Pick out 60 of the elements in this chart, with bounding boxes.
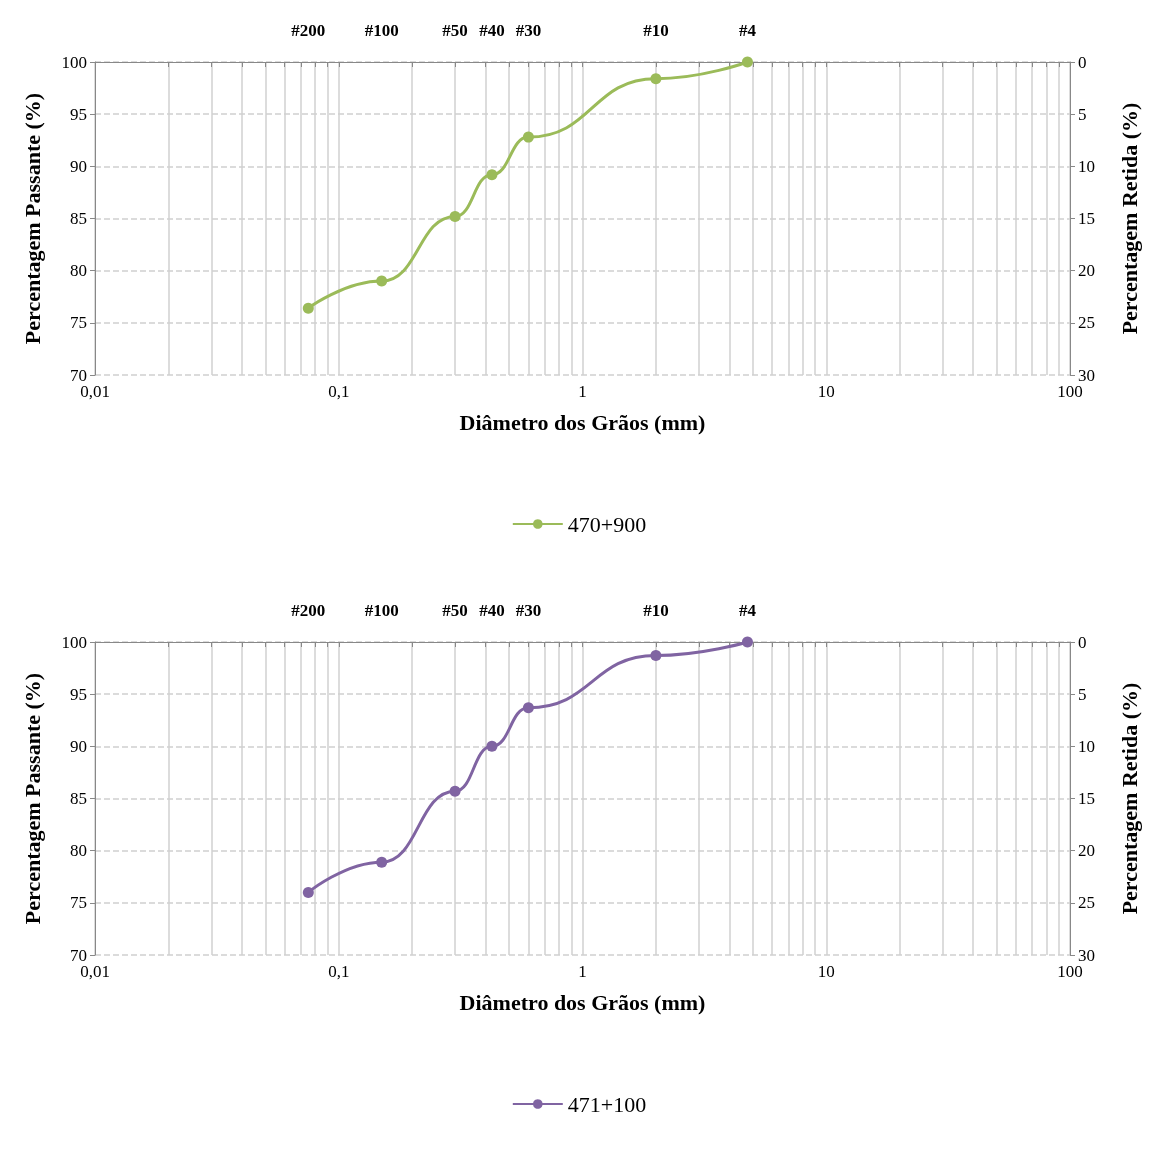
y-tick-label: 95 [70, 104, 87, 124]
legend-label: 471+100 [567, 1091, 647, 1117]
x-tick-label: 0,01 [80, 962, 110, 981]
y-tick-label: 95 [70, 684, 87, 704]
x-tick-label: 0,1 [328, 962, 350, 981]
text: #4 [738, 20, 757, 40]
x-tick-label: 0,1 [328, 382, 350, 401]
y2-tick-label: 15 [1078, 209, 1095, 228]
text: #40 [479, 20, 505, 40]
text: #10 [643, 20, 669, 40]
y-tick-label: 85 [70, 209, 87, 228]
y2-tick-label: 0 [1078, 632, 1087, 652]
text: #100 [364, 20, 399, 40]
y2-tick-label: 15 [1078, 789, 1095, 808]
y-axis-title: Percentagem Passante (%) [19, 92, 45, 345]
y-tick-label: 80 [70, 841, 87, 861]
x-axis-title: Diâmetro dos Grãos (mm) [459, 989, 706, 1015]
y2-tick-label: 5 [1078, 684, 1087, 704]
text: #50 [442, 20, 468, 40]
x-tick-label: 0,01 [80, 382, 110, 401]
text: #4 [738, 600, 757, 620]
y2-tick-label: 25 [1078, 893, 1095, 913]
y-tick-label: 75 [70, 893, 87, 913]
x-tick-label: 100 [1057, 382, 1083, 401]
text: #200 [291, 600, 326, 620]
y-tick-label: 90 [70, 736, 87, 756]
x-axis-title: Diâmetro dos Grãos (mm) [459, 409, 706, 435]
y2-tick-label: 30 [1078, 945, 1095, 965]
y-tick-label: 100 [61, 632, 87, 652]
text: #50 [442, 600, 468, 620]
y-tick-label: 70 [70, 365, 87, 385]
y-tick-label: 85 [70, 789, 87, 808]
y2-tick-label: 10 [1078, 156, 1095, 176]
x-tick-label: 10 [817, 382, 835, 401]
y2-tick-label: 30 [1078, 365, 1095, 385]
text: #30 [515, 20, 542, 40]
y2-tick-label: 20 [1078, 841, 1095, 861]
x-tick-label: 1 [578, 962, 587, 981]
y2-tick-label: 5 [1078, 104, 1087, 124]
text: #40 [479, 600, 505, 620]
y2-tick-label: 10 [1078, 736, 1095, 756]
y2-tick-label: 25 [1078, 313, 1095, 333]
y-tick-label: 90 [70, 156, 87, 176]
x-tick-label: 10 [817, 962, 835, 981]
y2-tick-label: 20 [1078, 261, 1095, 281]
y-tick-label: 70 [70, 945, 87, 965]
x-tick-label: 100 [1057, 962, 1083, 981]
text: #200 [291, 20, 326, 40]
text: #100 [364, 600, 399, 620]
y-tick-label: 80 [70, 261, 87, 281]
x-tick-label: 1 [578, 382, 587, 401]
y-tick-label: 100 [61, 52, 87, 72]
text: #30 [515, 600, 542, 620]
text: #10 [643, 600, 669, 620]
y2-axis-title: Percentagem Retida (%) [1116, 102, 1142, 335]
y-tick-label: 75 [70, 313, 87, 333]
y-axis-title: Percentagem Passante (%) [19, 672, 45, 925]
y2-tick-label: 0 [1078, 52, 1087, 72]
legend-label: 470+900 [567, 511, 647, 537]
y2-axis-title: Percentagem Retida (%) [1116, 682, 1142, 915]
